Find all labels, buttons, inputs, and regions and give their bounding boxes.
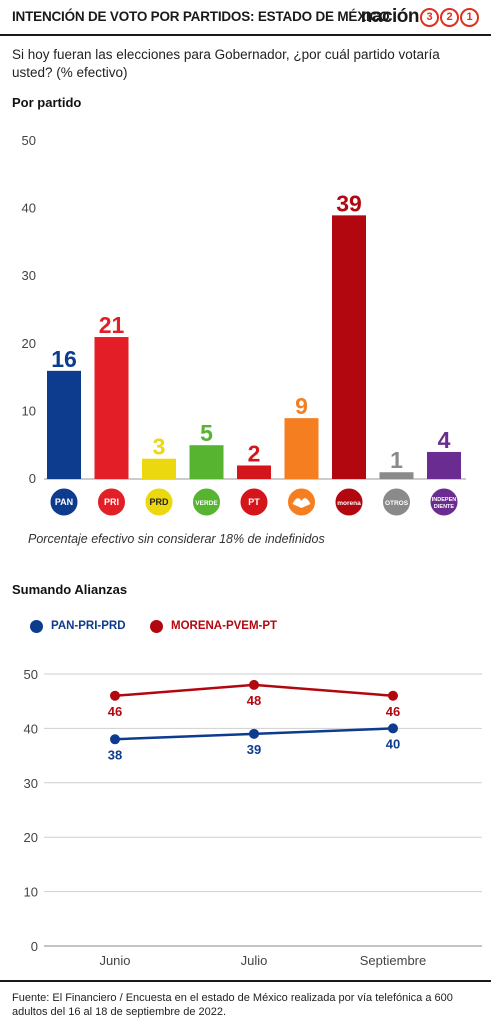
party-logo-icon (429, 487, 459, 517)
bar-mc (284, 418, 319, 479)
bar-value-label: 16 (51, 346, 77, 372)
data-label: 46 (108, 704, 122, 719)
party-logo-label: PRI (104, 497, 119, 507)
section-title-party: Por partido (12, 95, 82, 110)
party-logo-icon (144, 487, 174, 517)
party-logo-label: PRD (149, 497, 169, 507)
y-tick-label: 30 (24, 776, 38, 791)
party-logo-icon (239, 487, 269, 517)
data-label: 48 (247, 693, 261, 708)
y-tick-label: 40 (24, 721, 38, 736)
x-tick-label: Septiembre (360, 953, 426, 968)
brand-digit: 3 (420, 7, 439, 27)
legend-label: PAN-PRI-PRD (51, 620, 126, 632)
brand-logo: nación 3 2 1 (361, 6, 479, 28)
party-logo-label: morena (337, 500, 361, 507)
x-tick-label: Junio (99, 953, 130, 968)
footer-divider (0, 980, 491, 982)
party-logo-icon (49, 487, 79, 517)
bar-verde (189, 445, 224, 479)
bar-value-label: 3 (153, 434, 166, 460)
bar-otros (379, 472, 414, 479)
party-logo-icon (382, 487, 411, 517)
data-label: 39 (247, 742, 261, 757)
header-bar: INTENCIÓN DE VOTO POR PARTIDOS: ESTADO D… (0, 0, 491, 34)
alliance-line-chart: 0 10 20 30 40 50 Junio Julio Septiembre 38 39 40 46 4… (24, 667, 482, 968)
party-logo-label: PAN (55, 497, 73, 507)
bar-pan (47, 370, 81, 479)
legend-item-pan-pri-prd: PAN-PRI-PRD (30, 616, 126, 636)
legend-label: MORENA-PVEM-PT (171, 620, 278, 632)
survey-question: Si hoy fueran las elecciones para Gobern… (12, 47, 440, 80)
data-point (110, 690, 120, 701)
legend-item-morena-pvem-pt: MORENA-PVEM-PT (150, 616, 277, 636)
chart-note: Porcentaje efectivo sin considerar 18% d… (28, 532, 325, 546)
page-title: INTENCIÓN DE VOTO POR PARTIDOS: ESTADO D… (12, 9, 390, 24)
bar-value-label: 1 (390, 447, 403, 473)
legend-swatch (150, 619, 163, 633)
data-label: 40 (386, 736, 400, 751)
bar-value-label: 2 (248, 440, 261, 466)
y-tick-label: 40 (22, 201, 36, 216)
bar-value-label: 9 (295, 393, 308, 419)
party-bar-chart: 0 10 20 30 40 50 16 PAN 21 PRI 3 PRD 5 VERDE 2 PT 9 39 mor… (22, 133, 466, 517)
party-logo-label: DIENTE (434, 504, 455, 510)
data-label: 38 (108, 747, 122, 762)
brand-digit: 2 (440, 7, 459, 27)
data-point (249, 728, 259, 739)
brand-word: nación (360, 6, 420, 27)
bar-pri (94, 337, 129, 479)
y-tick-label: 10 (22, 403, 36, 418)
party-logo-label: INDEPEN (432, 497, 456, 503)
bar-morena (332, 215, 366, 480)
bar-value-label: 21 (99, 312, 125, 338)
party-logo-icon (97, 487, 126, 517)
party-logo-icon (192, 487, 221, 517)
header-divider (0, 34, 491, 36)
bar-value-label: 39 (336, 190, 362, 216)
y-tick-label: 10 (24, 885, 38, 900)
bar-value-label: 4 (438, 427, 451, 453)
legend-swatch (30, 619, 43, 633)
data-point (388, 690, 398, 701)
party-logo-icon (334, 487, 364, 517)
party-logo-label: VERDE (195, 500, 218, 507)
y-tick-label: 50 (22, 133, 36, 148)
bar-prd (142, 458, 176, 479)
bar-value-label: 5 (200, 420, 213, 446)
section-title-alliances: Sumando Alianzas (12, 582, 128, 597)
x-tick-label: Julio (241, 953, 268, 968)
party-logo-label: OTROS (385, 500, 409, 507)
data-label: 46 (386, 704, 400, 719)
party-logo-label: PT (248, 497, 260, 507)
y-tick-label: 20 (22, 336, 36, 351)
bird-icon (292, 498, 311, 508)
y-tick-label: 30 (22, 268, 36, 283)
y-tick-label: 20 (24, 830, 38, 845)
bar-independiente (427, 451, 461, 479)
y-tick-label: 0 (31, 939, 38, 954)
source-note: Fuente: El Financiero / Encuesta en el e… (12, 992, 453, 1018)
data-point (388, 723, 398, 734)
bar-pt (237, 465, 271, 479)
data-point (110, 734, 120, 745)
y-tick-label: 0 (29, 471, 36, 486)
data-point (249, 679, 259, 690)
brand-digit: 1 (460, 7, 479, 27)
y-tick-label: 50 (24, 667, 38, 682)
